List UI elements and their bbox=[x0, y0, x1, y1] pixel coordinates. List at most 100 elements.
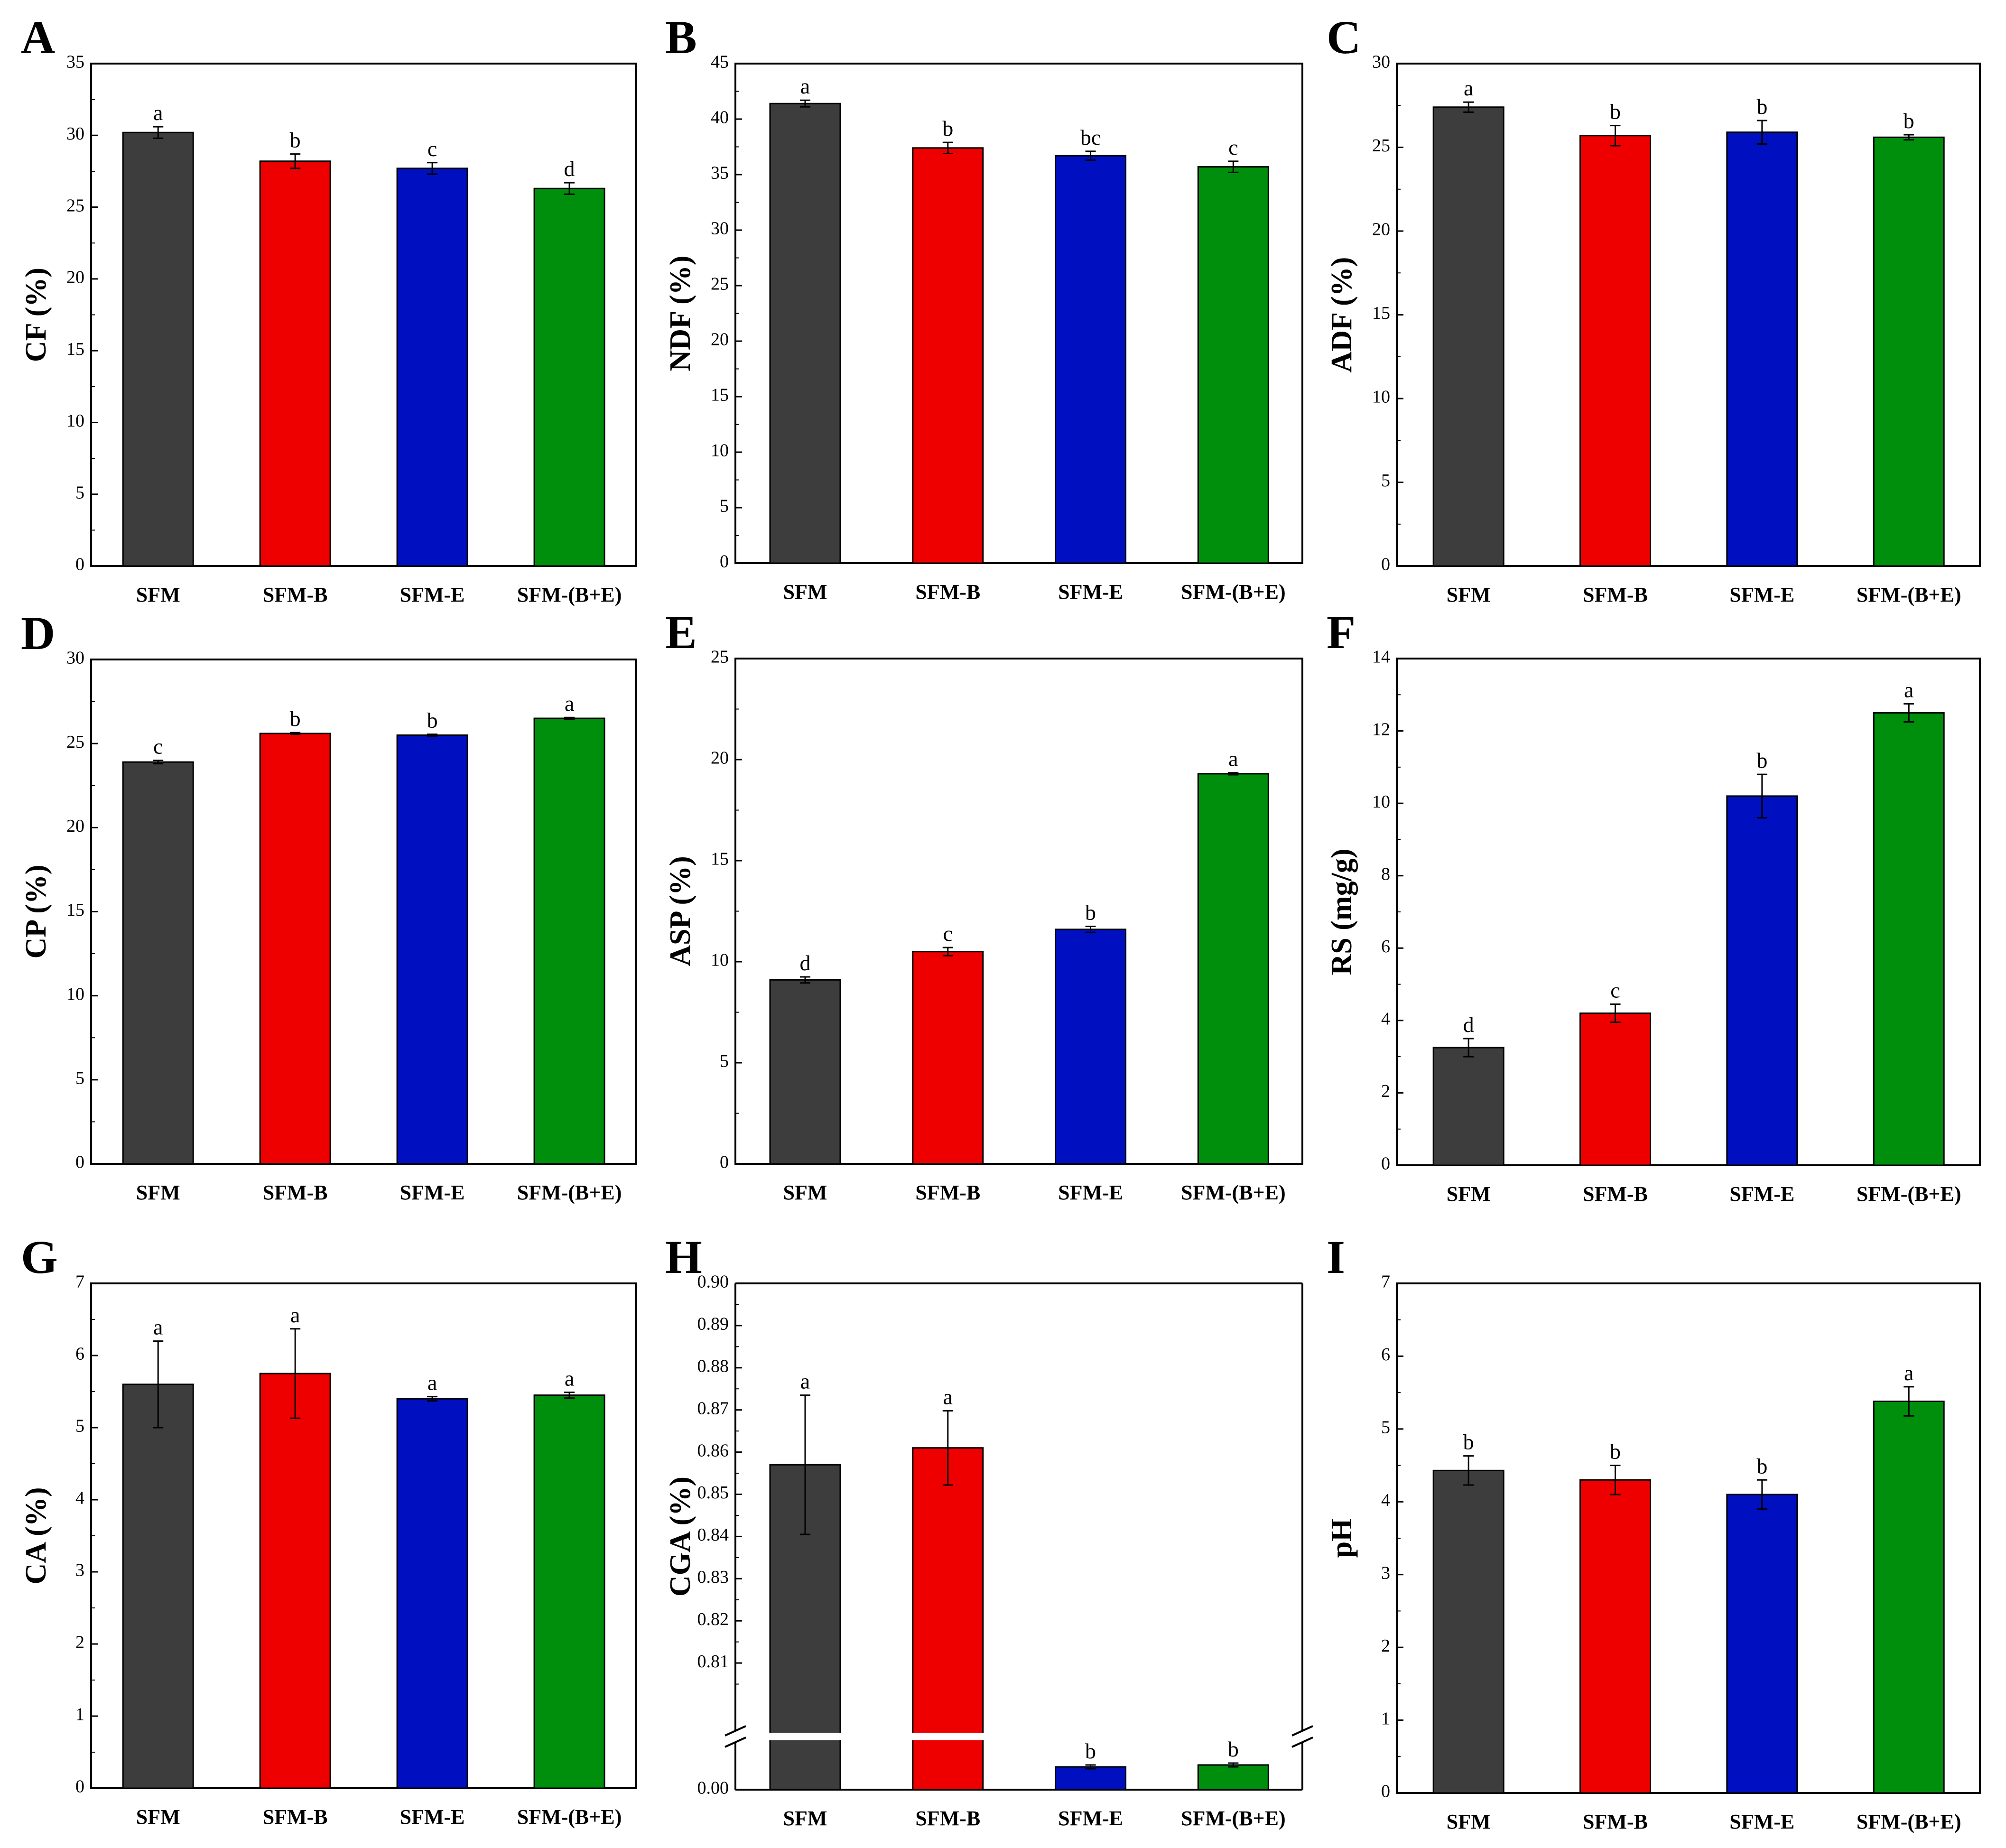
significance-letter: c bbox=[1228, 135, 1238, 159]
x-tick-label: SFM-E bbox=[1058, 580, 1123, 604]
error-bar-sfm-e bbox=[1756, 773, 1767, 819]
bar-sfm-b-e bbox=[533, 717, 605, 1165]
bar-sfm-b bbox=[912, 951, 984, 1165]
panel-label: D bbox=[21, 607, 55, 659]
bar-sfm-e bbox=[1726, 795, 1798, 1166]
y-tick-label: 5 bbox=[75, 1068, 84, 1088]
x-tick-label: SFM-(B+E) bbox=[1857, 583, 1961, 606]
panel-h: H CGA (%) 0.81 0.82 0.83 0.84 0.85 0.86 0.87 0.88… bbox=[664, 1231, 1313, 1830]
error-bar-sfm bbox=[799, 1394, 810, 1535]
x-tick-label: SFM-B bbox=[1583, 583, 1648, 606]
significance-letter: d bbox=[564, 157, 575, 181]
error-bar-sfm-b-e bbox=[1904, 703, 1914, 723]
panel-label: H bbox=[665, 1231, 702, 1283]
y-tick-label: 0.00 bbox=[697, 1778, 729, 1798]
y-tick-label: 6 bbox=[1381, 1345, 1390, 1365]
error-bar-sfm-b-e bbox=[1228, 1762, 1239, 1768]
bar-sfm-e bbox=[1726, 1494, 1798, 1794]
panel-g: G CA (%) 0 1 2 3 4 5 6 7 a SFM a SFM-B a SFM-E a SFM-(B+E… bbox=[20, 1231, 637, 1829]
y-tick-label: 0.84 bbox=[697, 1525, 729, 1545]
panel-label: I bbox=[1327, 1231, 1345, 1283]
error-bar-sfm-e bbox=[1756, 120, 1767, 145]
y-tick-label: 6 bbox=[75, 1344, 84, 1364]
x-tick-label: SFM-E bbox=[1729, 583, 1794, 606]
significance-letter: c bbox=[1610, 978, 1620, 1003]
error-bar-sfm-b-e bbox=[564, 716, 575, 720]
significance-letter: a bbox=[1464, 76, 1473, 100]
y-tick-label: 7 bbox=[1381, 1272, 1390, 1292]
y-tick-label: 20 bbox=[66, 268, 84, 288]
significance-letter: bc bbox=[1080, 125, 1101, 149]
significance-letter: b bbox=[1610, 100, 1621, 124]
y-tick-label: 10 bbox=[1372, 792, 1390, 812]
axis-frame bbox=[90, 659, 637, 1165]
x-tick-label: SFM-B bbox=[263, 583, 328, 606]
y-axis-title: CA (%) bbox=[20, 1487, 52, 1585]
error-bar-sfm bbox=[1463, 1038, 1474, 1058]
error-bar-sfm-b-e bbox=[1228, 160, 1239, 173]
y-tick-label: 20 bbox=[1372, 220, 1390, 240]
significance-letter: b bbox=[1756, 748, 1767, 772]
error-bar-sfm-b bbox=[942, 1410, 953, 1486]
y-tick-label: 10 bbox=[66, 411, 84, 431]
y-tick-label: 25 bbox=[711, 274, 729, 294]
bar-sfm-e bbox=[1055, 1766, 1127, 1791]
axis-break-mark bbox=[1291, 1725, 1313, 1737]
y-tick-label: 10 bbox=[66, 984, 84, 1004]
panel-e: E ASP (%) 0 5 10 15 20 25 d SFM c SFM-B b SFM-E a SFM-(… bbox=[664, 606, 1303, 1204]
bar-sfm-b bbox=[259, 733, 331, 1165]
significance-letter: b bbox=[1904, 109, 1914, 133]
error-bar-sfm bbox=[1463, 1455, 1474, 1486]
bar-sfm-b bbox=[912, 1447, 984, 1791]
y-tick-label: 15 bbox=[711, 849, 729, 869]
y-tick-label: 5 bbox=[75, 1416, 84, 1436]
y-tick-label: 0.83 bbox=[697, 1567, 729, 1587]
y-tick-label: 15 bbox=[66, 900, 84, 920]
panel-label: B bbox=[665, 11, 697, 64]
y-tick-label: 30 bbox=[1372, 52, 1390, 72]
panel-label: A bbox=[21, 11, 55, 64]
panel-d: D CP (%) 0 5 10 15 20 25 30 c SFM b SFM-B b SFM-E a SFM-… bbox=[20, 607, 637, 1204]
y-tick-label: 1 bbox=[75, 1705, 84, 1725]
y-tick-label: 0.89 bbox=[697, 1314, 729, 1334]
significance-letter: b bbox=[290, 706, 301, 731]
significance-letter: a bbox=[427, 1371, 437, 1395]
y-tick-label: 3 bbox=[75, 1560, 84, 1580]
panel-c: C ADF (%) 0 5 10 15 20 25 30 a SFM b SFM-B b SFM-E b SFM… bbox=[1326, 11, 1981, 606]
bar-break-gap bbox=[768, 1733, 842, 1740]
panel-a: A CF (%) 0 5 10 15 20 25 30 35 a SFM b SFM-B c SFM-E d SF… bbox=[20, 11, 637, 606]
y-axis-title: pH bbox=[1326, 1519, 1358, 1558]
y-tick-label: 20 bbox=[711, 330, 729, 350]
significance-letter: b bbox=[427, 708, 438, 733]
bar-sfm-b-e bbox=[1197, 1764, 1269, 1791]
y-tick-label: 0 bbox=[1381, 1782, 1390, 1802]
bar-sfm-e bbox=[396, 734, 468, 1165]
y-tick-label: 4 bbox=[1381, 1490, 1390, 1510]
bar-sfm-b bbox=[259, 160, 331, 567]
axis-frame bbox=[90, 63, 637, 567]
y-tick-label: 7 bbox=[75, 1272, 84, 1292]
y-tick-label: 2 bbox=[75, 1633, 84, 1653]
x-tick-label: SFM-E bbox=[1729, 1810, 1794, 1833]
bar-sfm-b bbox=[1579, 1479, 1652, 1794]
significance-letter: b bbox=[1085, 900, 1096, 924]
y-axis-title: CP (%) bbox=[20, 864, 52, 958]
error-bar-sfm-e bbox=[427, 162, 438, 175]
y-tick-label: 10 bbox=[1372, 387, 1390, 407]
bar-sfm-b-e bbox=[1197, 166, 1269, 564]
error-bar-sfm-b bbox=[1610, 125, 1621, 147]
error-bar-sfm bbox=[799, 99, 810, 108]
error-bar-sfm-b bbox=[290, 732, 301, 735]
significance-letter: b bbox=[1228, 1737, 1239, 1761]
x-tick-label: SFM-(B+E) bbox=[1181, 1181, 1286, 1204]
axis-frame bbox=[1396, 63, 1981, 567]
bar-sfm-b-e bbox=[1873, 712, 1945, 1166]
y-tick-label: 0.87 bbox=[697, 1398, 729, 1418]
x-tick-label: SFM-E bbox=[1058, 1807, 1123, 1830]
significance-letter: b bbox=[1463, 1430, 1474, 1454]
significance-letter: b bbox=[1756, 94, 1767, 119]
bar-sfm bbox=[769, 979, 841, 1165]
error-bar-sfm-b-e bbox=[564, 182, 575, 195]
significance-letter: a bbox=[943, 1384, 953, 1409]
